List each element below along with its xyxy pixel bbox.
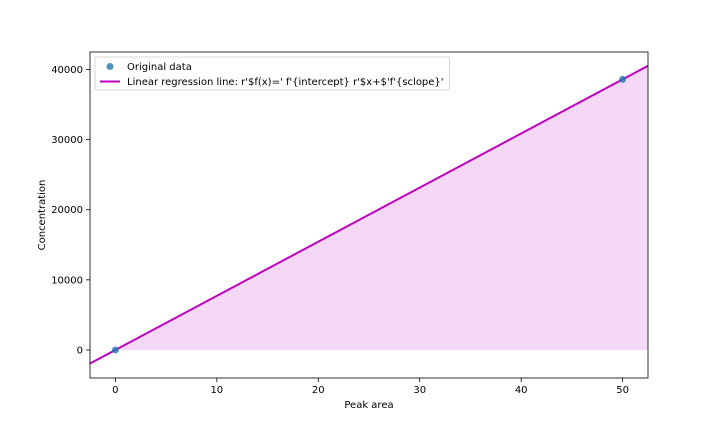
x-tick-label: 40 bbox=[515, 385, 528, 396]
data-point bbox=[111, 346, 119, 354]
y-axis-ticks: 0 10000 20000 30000 40000 bbox=[51, 65, 90, 356]
y-axis-label: Concentration bbox=[37, 180, 48, 251]
y-tick-label: 30000 bbox=[51, 135, 83, 146]
data-points-layer bbox=[111, 75, 627, 354]
legend-entry-original-data: Original data bbox=[127, 62, 192, 73]
y-tick-label: 20000 bbox=[51, 205, 83, 216]
x-tick-label: 20 bbox=[312, 385, 325, 396]
regression-line-layer bbox=[89, 64, 649, 365]
x-tick-label: 50 bbox=[616, 385, 629, 396]
y-tick-label: 0 bbox=[77, 345, 83, 356]
legend: Original data Linear regression line: r'… bbox=[94, 56, 450, 91]
y-tick-label: 10000 bbox=[51, 275, 83, 286]
x-tick-label: 30 bbox=[413, 385, 426, 396]
regression-line bbox=[89, 64, 649, 365]
x-tick-label: 0 bbox=[112, 385, 118, 396]
legend-entry-regression-line: Linear regression line: r'$f(x)=' f'{int… bbox=[127, 77, 444, 88]
y-tick-label: 40000 bbox=[51, 65, 83, 76]
x-axis-label: Peak area bbox=[344, 400, 393, 411]
x-axis-ticks: 0 10 20 30 40 50 bbox=[112, 378, 629, 396]
legend-box bbox=[94, 56, 450, 91]
data-point bbox=[619, 75, 627, 83]
x-tick-label: 10 bbox=[210, 385, 223, 396]
legend-marker-original-data bbox=[106, 63, 114, 70]
plot-frame bbox=[89, 51, 649, 379]
